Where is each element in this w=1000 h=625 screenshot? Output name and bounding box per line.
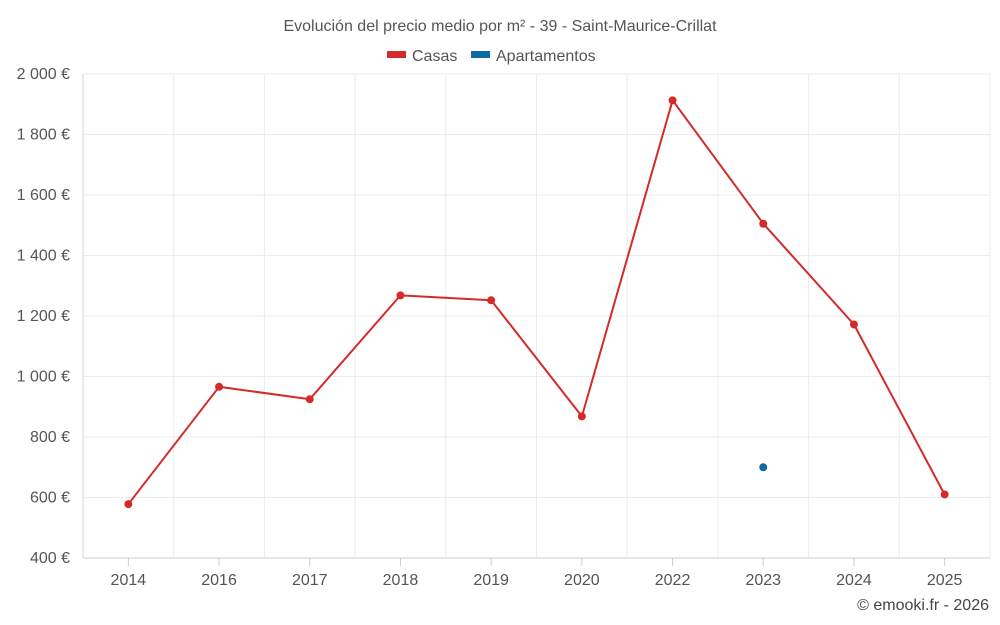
y-axis: 400 € 600 € 800 € 1 000 € 1 200 € 1 400 € 1 60… — [17, 66, 84, 567]
chart-title: Evolución del precio medio por m² - 39 -… — [283, 18, 717, 35]
x-tick-label: 2020 — [564, 572, 600, 589]
series-line-casas — [127, 99, 946, 505]
data-point-casas[interactable] — [305, 395, 314, 404]
legend: Casas Apartamentos — [387, 48, 596, 65]
y-tick-label: 400 € — [30, 550, 70, 567]
legend-label-casas: Casas — [412, 48, 457, 65]
data-point-casas[interactable] — [396, 291, 405, 300]
y-tick-label: 1 000 € — [17, 369, 70, 386]
x-axis: 2014 2016 2017 2018 2019 2020 2022 2023 2024 2025 — [83, 557, 990, 589]
x-tick-label: 2017 — [292, 572, 328, 589]
x-tick-label: 2016 — [201, 572, 237, 589]
data-point-casas[interactable] — [487, 296, 496, 305]
data-point-casas[interactable] — [668, 96, 677, 105]
data-point-casas[interactable] — [759, 219, 768, 228]
y-tick-label: 600 € — [30, 490, 70, 507]
x-tick-label: 2019 — [473, 572, 509, 589]
y-tick-label: 1 600 € — [17, 187, 70, 204]
series-layer — [124, 96, 949, 509]
credit-text: © emooki.fr - 2026 — [857, 597, 989, 614]
y-tick-label: 1 400 € — [17, 248, 70, 265]
legend-label-apartamentos: Apartamentos — [496, 48, 596, 65]
data-point-casas[interactable] — [940, 490, 949, 499]
data-point-casas[interactable] — [124, 500, 133, 509]
data-point-casas[interactable] — [577, 412, 586, 421]
x-tick-label: 2014 — [111, 572, 147, 589]
x-tick-label: 2022 — [655, 572, 691, 589]
x-tick-label: 2018 — [383, 572, 419, 589]
x-tick-label: 2023 — [745, 572, 781, 589]
data-point-apartamentos[interactable] — [759, 463, 768, 472]
y-tick-label: 800 € — [30, 429, 70, 446]
legend-swatch-casas — [387, 51, 406, 58]
y-tick-label: 2 000 € — [17, 66, 70, 83]
x-tick-label: 2024 — [836, 572, 872, 589]
data-point-casas[interactable] — [215, 382, 224, 391]
x-gridlines — [82, 74, 991, 558]
legend-item-casas[interactable]: Casas — [387, 48, 457, 65]
data-point-casas[interactable] — [849, 320, 858, 329]
legend-swatch-apartamentos — [471, 51, 490, 58]
y-tick-label: 1 800 € — [17, 127, 70, 144]
y-tick-label: 1 200 € — [17, 308, 70, 325]
legend-item-apartamentos[interactable]: Apartamentos — [471, 48, 596, 65]
x-tick-label: 2025 — [927, 572, 963, 589]
